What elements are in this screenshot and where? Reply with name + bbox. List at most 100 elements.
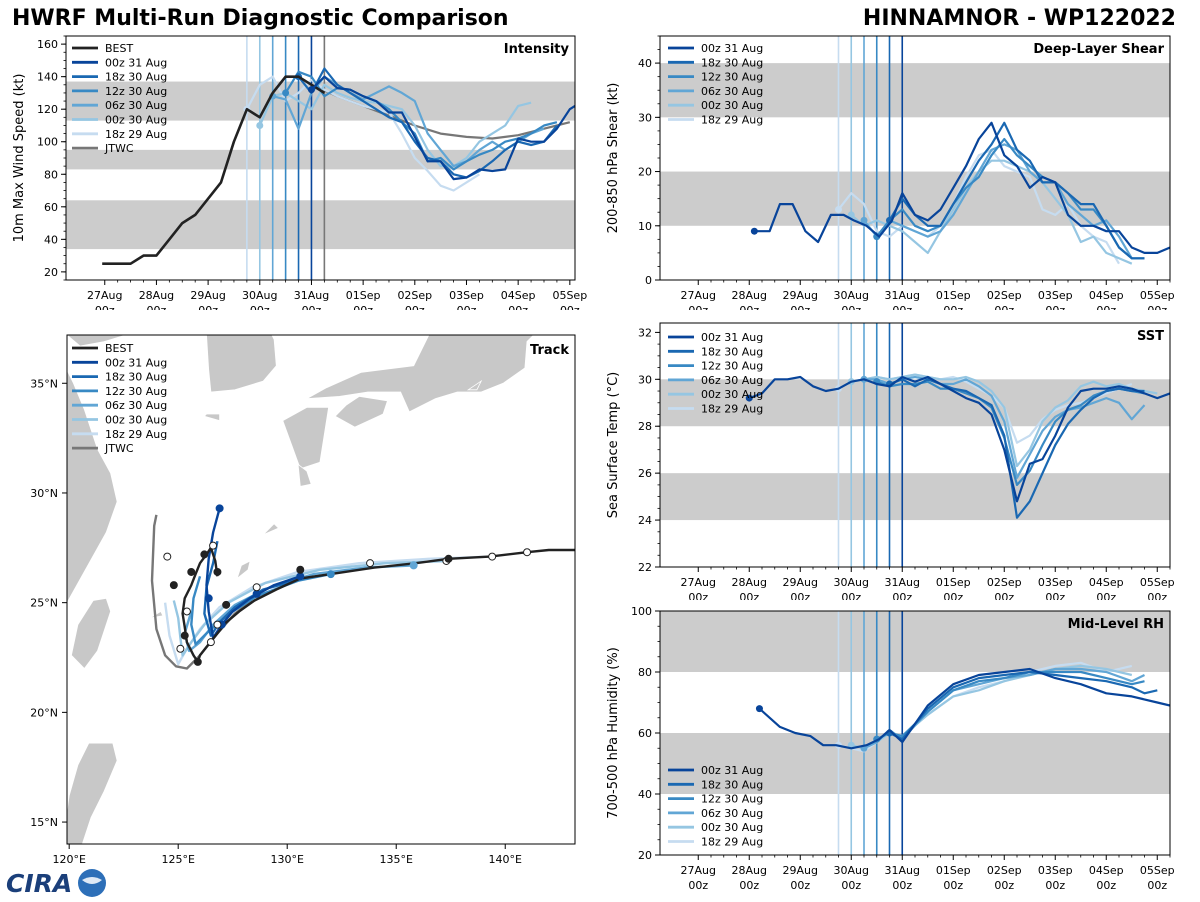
track-line <box>163 555 493 666</box>
init-marker <box>750 227 758 235</box>
legend-label: 00z 30 Aug <box>701 99 763 112</box>
land-mass <box>203 413 221 422</box>
series-line <box>888 121 1145 260</box>
y-tick-label: 32 <box>638 326 652 339</box>
x-tick-hour-label: 00z <box>405 304 425 310</box>
legend-label: 18z 29 Aug <box>105 428 167 441</box>
y-tick-label: 40 <box>44 233 58 246</box>
x-tick-day-label: 30Aug <box>834 864 869 877</box>
x-tick-hour-label: 00z <box>790 879 810 892</box>
x-tick-day-label: 02Sep <box>987 576 1022 589</box>
series-line <box>297 67 558 179</box>
x-tick-day-label: 31Aug <box>885 289 920 302</box>
x-tick-day-label: 03Sep <box>1038 576 1073 589</box>
x-tick-day-label: 31Aug <box>885 576 920 589</box>
x-tick-hour-label: 00z <box>739 304 759 310</box>
x-tick-day-label: 31Aug <box>885 864 920 877</box>
land-mass <box>206 335 277 393</box>
series-line <box>889 670 1158 741</box>
track-position-marker <box>206 638 215 647</box>
y-tick-label: 60 <box>44 201 58 214</box>
legend-label: 12z 30 Aug <box>701 71 763 84</box>
track-position-marker <box>326 570 335 579</box>
cira-logo-text: CIRA <box>6 869 72 898</box>
x-tick-day-label: 04Sep <box>1089 576 1124 589</box>
legend-label: 00z 31 Aug <box>701 331 763 344</box>
y-tick-label: 20 <box>638 849 652 862</box>
x-tick-day-label: 29Aug <box>783 864 818 877</box>
x-tick-day-label: 27Aug <box>87 289 122 302</box>
x-tick-day-label: 05Sep <box>552 289 587 302</box>
x-tick-hour-label: 00z <box>739 879 759 892</box>
x-tick-hour-label: 00z <box>943 591 963 600</box>
x-tick-hour-label: 00z <box>892 304 912 310</box>
x-tick-day-label: 30Aug <box>834 576 869 589</box>
x-tick-day-label: 03Sep <box>1038 864 1073 877</box>
init-marker <box>755 705 763 713</box>
x-tick-day-label: 02Sep <box>987 864 1022 877</box>
threshold-band <box>660 733 1170 794</box>
init-marker <box>256 121 264 129</box>
x-tick-day-label: 04Sep <box>1089 289 1124 302</box>
cira-logo-graphic: CIRA <box>6 869 106 898</box>
track-position-marker <box>252 583 261 592</box>
map-frame <box>66 334 576 845</box>
track-position-marker <box>444 554 453 563</box>
map-area <box>67 335 575 844</box>
lon-tick-label: 140°E <box>489 853 522 866</box>
track-position-marker <box>488 552 497 561</box>
y-tick-label: 30 <box>638 373 652 386</box>
legend-label: 18z 29 Aug <box>701 403 763 416</box>
y-axis-label: 10m Max Wind Speed (kt) <box>12 74 27 243</box>
x-tick-day-label: 03Sep <box>449 289 484 302</box>
legend-label: 06z 30 Aug <box>701 807 763 820</box>
series-line <box>310 75 575 181</box>
x-tick-hour-label: 00z <box>302 304 322 310</box>
land-mass <box>67 369 118 604</box>
y-tick-label: 20 <box>44 266 58 279</box>
panel-title: Track <box>530 343 569 358</box>
lat-tick-label: 15°N <box>30 816 58 829</box>
x-tick-day-label: 28Aug <box>732 289 767 302</box>
legend-label: 12z 30 Aug <box>105 85 167 98</box>
x-tick-hour-label: 00z <box>1045 304 1065 310</box>
panel-title: Mid-Level RH <box>1068 617 1164 632</box>
track-position-marker <box>169 581 178 590</box>
plot-area <box>660 323 1170 567</box>
series-line <box>850 159 1133 265</box>
x-tick-day-label: 29Aug <box>783 576 818 589</box>
init-marker <box>847 211 855 219</box>
x-tick-day-label: 01Sep <box>936 576 971 589</box>
series-line <box>758 667 1170 750</box>
x-tick-day-label: 05Sep <box>1140 289 1175 302</box>
x-tick-day-label: 03Sep <box>1038 289 1073 302</box>
init-marker <box>745 394 753 402</box>
lon-tick-label: 135°E <box>379 853 412 866</box>
legend-label: 06z 30 Aug <box>701 85 763 98</box>
x-tick-day-label: 27Aug <box>681 576 716 589</box>
x-tick-hour-label: 00z <box>790 304 810 310</box>
x-tick-day-label: 04Sep <box>501 289 536 302</box>
legend-label: 00z 31 Aug <box>701 42 763 55</box>
storm-title: HINNAMNOR - WP122022 <box>862 6 1176 31</box>
series-line <box>837 148 1120 265</box>
land-mass <box>306 335 535 413</box>
land-mass <box>236 560 251 580</box>
legend-label: 00z 31 Aug <box>105 56 167 69</box>
x-tick-day-label: 01Sep <box>936 864 971 877</box>
series-line <box>102 75 326 266</box>
threshold-band <box>66 200 575 250</box>
y-axis-label: 200-850 hPa Shear (kt) <box>606 83 621 234</box>
x-tick-hour-label: 00z <box>841 879 861 892</box>
x-tick-hour-label: 00z <box>892 879 912 892</box>
x-tick-day-label: 02Sep <box>987 289 1022 302</box>
x-tick-hour-label: 00z <box>1045 879 1065 892</box>
track-position-marker <box>204 594 213 603</box>
track-position-marker <box>409 561 418 570</box>
x-tick-hour-label: 00z <box>560 304 580 310</box>
y-tick-label: 28 <box>638 420 652 433</box>
legend-label: 00z 30 Aug <box>701 388 763 401</box>
sst-panel: 22 24 26 28 30 32 27Aug 00z 28Aug 00z 29Aug 00z 30Au… <box>606 322 1175 600</box>
track-position-marker <box>222 600 231 609</box>
series-line <box>875 137 1145 260</box>
